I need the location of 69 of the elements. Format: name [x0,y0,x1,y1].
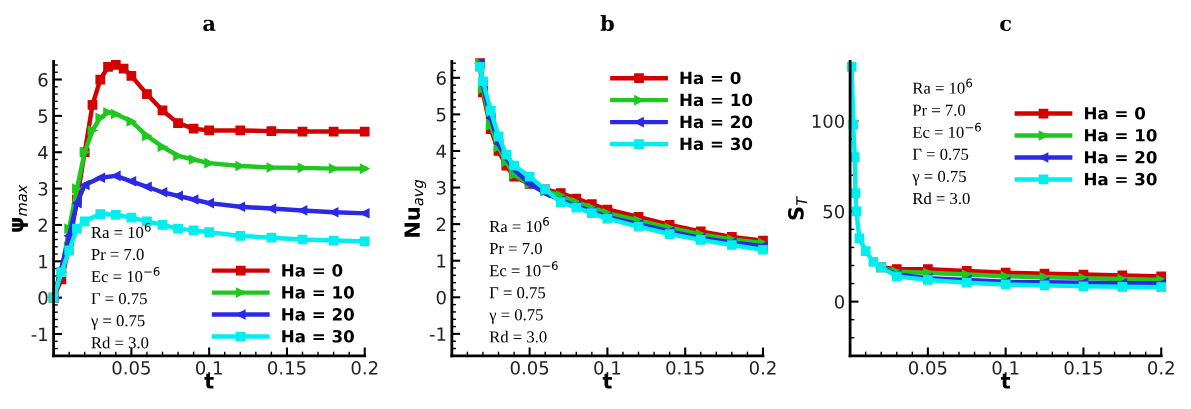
legend-label: Ha = 10 [282,286,354,299]
x-tick-label: 0.1 [594,361,621,375]
legend-label: Ha = 0 [282,264,343,277]
annotation: γ = 0.75 [90,315,145,330]
legend-label: Ha = 20 [282,308,354,321]
x-tick-label: 0.1 [195,361,222,375]
y-tick-label: 6 [38,72,48,87]
annotation: Ra = 10$^{6}$ [489,216,549,233]
y-tick-label: 100 [812,114,845,129]
y-axis-title: Nu$_{avg}$ [404,179,427,237]
annotation: Pr = 7.0 [489,242,542,255]
y-tick-label: 2 [38,218,47,232]
annotation: Ra = 10$^{6}$ [912,78,973,94]
x-tick-label: 0.15 [268,361,306,375]
annotation: Rd = 3.0 [91,336,149,349]
annotation: Rd = 3.0 [912,192,970,205]
x-axis-title: t [602,373,612,389]
y-tick-label: 4 [38,145,48,160]
y-tick-label: 3 [436,181,446,195]
legend-label: Ha = 0 [1085,106,1146,120]
x-tick-label: 0.15 [1064,361,1102,375]
y-tick-label: 5 [436,108,446,122]
legend-label: Ha = 0 [680,71,741,85]
y-axis-title: S$_{T}$ [788,195,807,220]
x-tick-label: 0.1 [992,361,1019,375]
x-tick-label: 0.2 [351,361,378,375]
y-tick-label: 0 [38,291,48,305]
y-tick-label: 0 [834,295,845,309]
annotation: Γ = 0.75 [489,287,546,299]
annotation: Pr = 7.0 [912,104,966,116]
x-tick-label: 0.2 [1148,361,1174,375]
legend-label: Ha = 30 [282,329,354,343]
annotation: Ec = 10$^{−6}$ [912,122,981,138]
y-tick-label: -1 [429,327,446,341]
x-tick-label: 0.05 [510,361,549,375]
y-tick-label: 2 [436,217,446,231]
annotation: γ = 0.75 [489,309,543,324]
x-tick-label: 0.05 [112,361,150,375]
y-tick-label: 3 [38,182,48,196]
y-axis-title: ψ$_{max}$ [12,184,28,232]
chart-title: b [600,14,614,32]
chart-title: a [203,19,216,32]
x-tick-label: 0.2 [749,361,776,375]
annotation: Ec = 10$^{−6}$ [91,267,160,283]
annotation: Γ = 0.75 [91,293,147,305]
legend-label: Ha = 20 [1085,150,1157,164]
annotation: Γ = 0.75 [912,148,969,161]
y-tick-label: 4 [436,144,446,158]
annotation: Rd = 3.0 [489,330,547,343]
chart-title: c [1000,19,1012,32]
y-tick-label: -1 [31,327,48,341]
annotation: γ = 0.75 [912,170,966,186]
y-tick-label: 50 [823,204,845,219]
annotation: Ec = 10$^{−6}$ [489,261,558,277]
annotation: Pr = 7.0 [91,248,144,261]
x-axis-title: t [1000,373,1011,389]
y-tick-label: 0 [436,290,446,305]
legend-label: Ha = 20 [680,115,753,129]
legend-label: Ha = 10 [680,93,753,107]
legend-label: Ha = 10 [1085,128,1157,142]
y-tick-label: 1 [437,254,446,268]
x-tick-label: 0.05 [908,361,947,375]
y-tick-label: 6 [436,71,446,85]
y-tick-label: 1 [39,255,48,269]
x-axis-title: t [204,373,214,389]
legend-label: Ha = 30 [680,137,753,151]
x-tick-label: 0.15 [666,361,704,375]
legend-label: Ha = 30 [1085,172,1157,186]
y-tick-label: 5 [38,109,48,123]
